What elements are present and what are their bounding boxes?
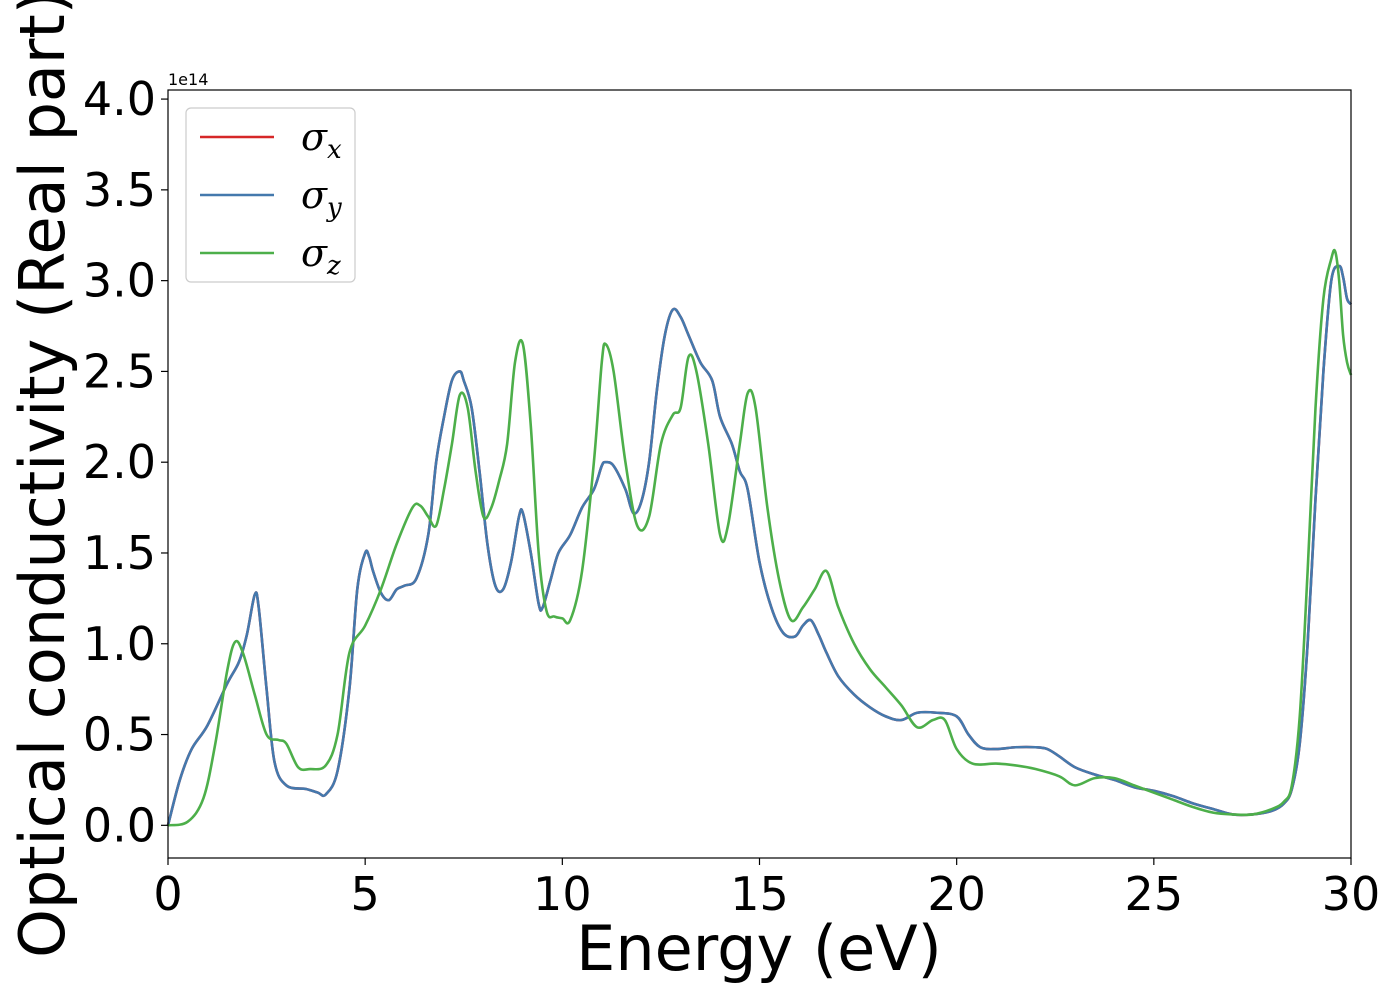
y-tick-label: 2.0 [83, 435, 156, 489]
y-tick-label: 0.5 [83, 708, 156, 762]
x-axis: 0 5 10 15 20 25 30 [153, 858, 1380, 921]
y-tick-label: 4.0 [83, 72, 156, 126]
y-tick-label: 3.0 [83, 254, 156, 308]
x-tick-label: 10 [533, 867, 592, 921]
legend-label-y: σy [301, 173, 342, 223]
x-tick-label: 25 [1125, 867, 1184, 921]
y-tick-label: 2.5 [83, 344, 156, 398]
x-tick-label: 20 [927, 867, 986, 921]
y-tick-label: 0.0 [83, 798, 156, 852]
y-axis-label: Optical conductivity (Real part) [6, 0, 79, 958]
y-tick-label: 1.0 [83, 617, 156, 671]
x-tick-label: 0 [153, 867, 182, 921]
plot-area [168, 90, 1351, 858]
x-tick-label: 5 [351, 867, 380, 921]
y-tick-label: 1.5 [83, 526, 156, 580]
series-line-z [167, 248, 1353, 827]
x-tick-label: 30 [1322, 867, 1381, 921]
y-axis: 0.0 0.5 1.0 1.5 2.0 2.5 3.0 3.5 4.0 [83, 72, 168, 852]
series-layer [166, 248, 1353, 827]
legend: σx σy σz [185, 107, 356, 283]
x-tick-label: 15 [730, 867, 789, 921]
x-axis-label: Energy (eV) [576, 912, 942, 985]
legend-label-x: σx [301, 115, 342, 165]
y-tick-label: 3.5 [83, 163, 156, 217]
legend-label-z: σz [301, 231, 341, 281]
y-offset-label: 1e14 [168, 70, 208, 89]
